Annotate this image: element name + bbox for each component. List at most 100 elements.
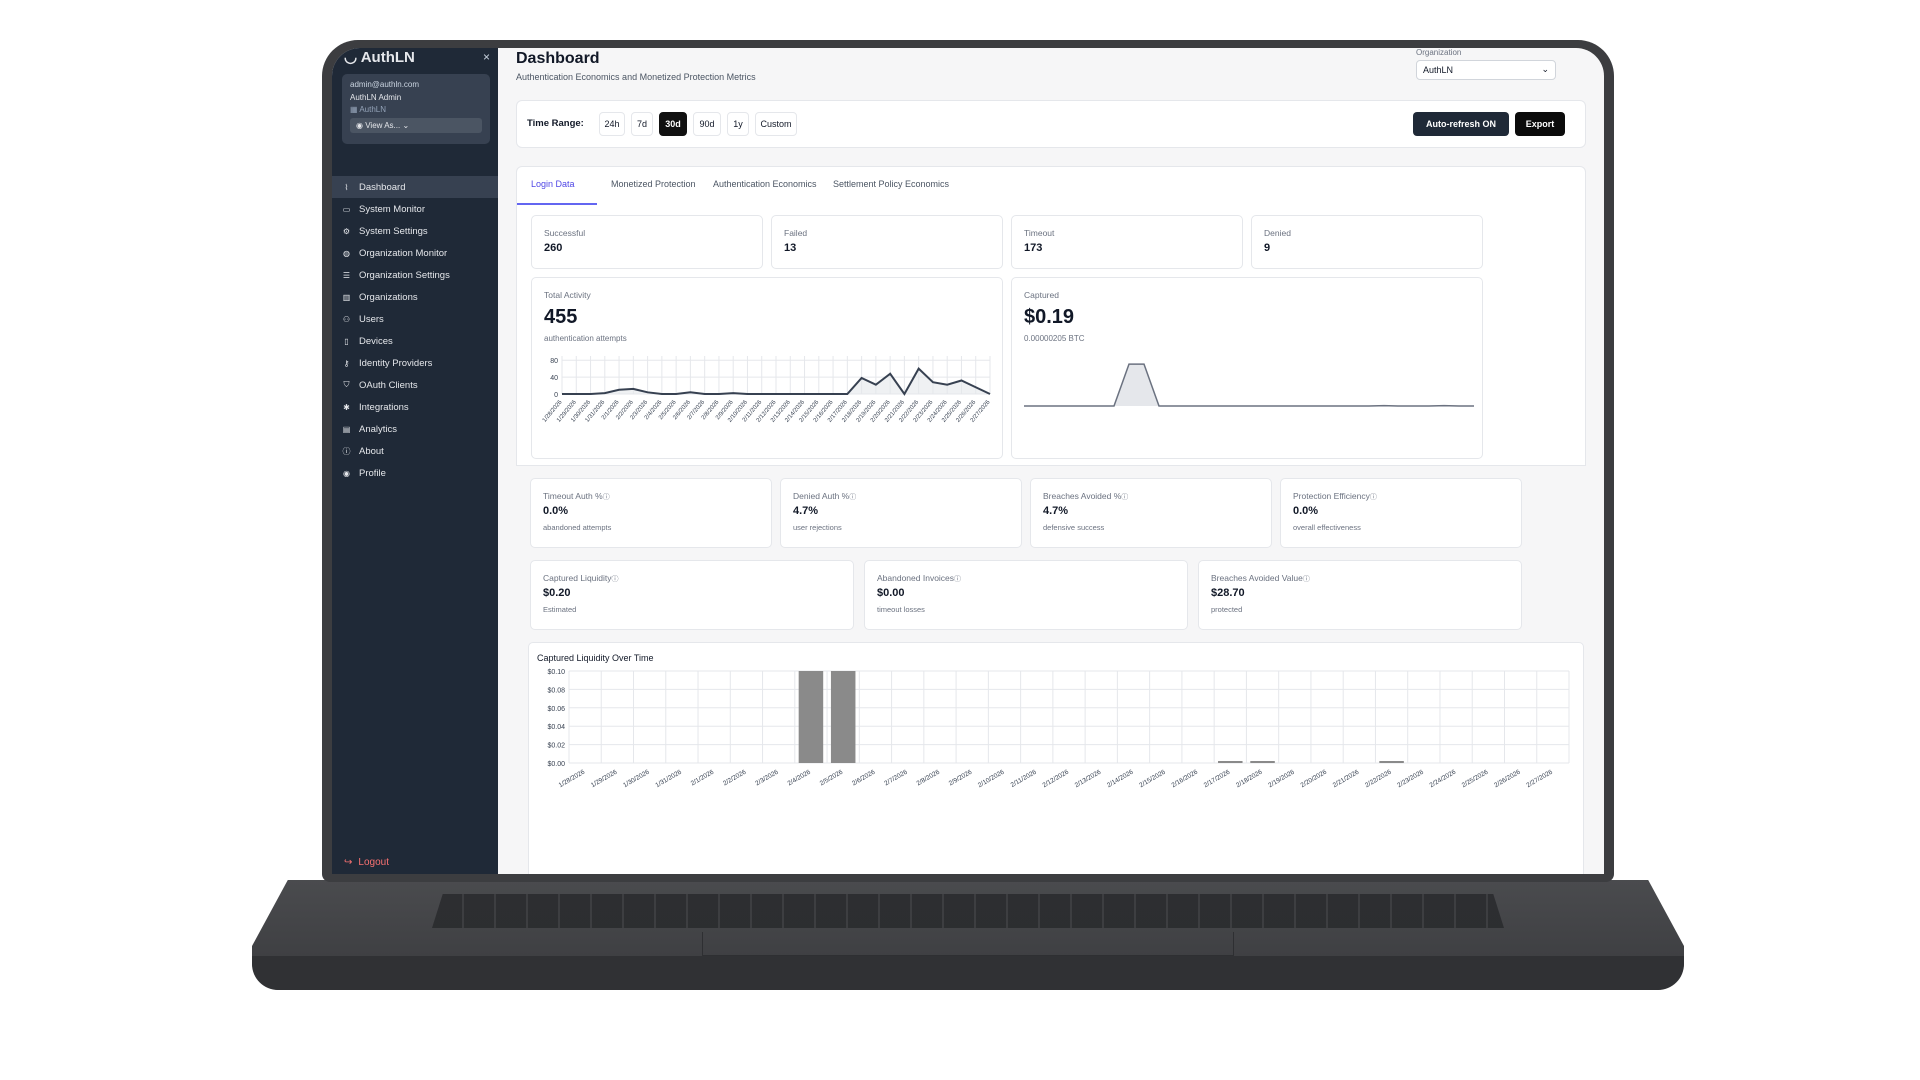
sidebar-item-label: System Settings (359, 225, 428, 237)
sidebar-item-label: Devices (359, 335, 393, 347)
info-icon[interactable]: ⓘ (1369, 494, 1377, 501)
stat-label: Timeout (1024, 228, 1055, 238)
chevron-down-icon: ⌄ (402, 121, 410, 130)
rate-card-protection-efficiency: Protection Efficiencyⓘ 0.0% overall effe… (1280, 478, 1522, 548)
x-tick-label: 2/17/2026 (1203, 768, 1232, 789)
info-icon[interactable]: ⓘ (602, 494, 610, 501)
sidebar-item-label: Analytics (359, 423, 398, 435)
y-tick-label: $0.00 (547, 761, 565, 768)
value-sub: timeout losses (877, 605, 925, 614)
sidebar-item-organizations[interactable]: ▥ Organizations (332, 286, 498, 308)
stat-label: Successful (544, 228, 586, 238)
user-circle-icon: ◉ (343, 468, 350, 478)
tab-authentication-economics[interactable]: Authentication Economics (713, 179, 817, 189)
rate-label-text: Protection Efficiency (1293, 491, 1370, 501)
sidebar-item-system-monitor[interactable]: ▭ System Monitor (332, 198, 498, 220)
sidebar-item-organization-settings[interactable]: ☰ Organization Settings (332, 264, 498, 286)
tab-settlement-policy-economics[interactable]: Settlement Policy Economics (833, 179, 950, 189)
x-tick-label: 2/9/2026 (948, 768, 974, 787)
dashboard-tabs-panel: Login Data Monetized Protection Authenti… (516, 166, 1586, 466)
user-card: admin@authln.com AuthLN Admin ▦ AuthLN ◉… (342, 74, 490, 144)
range-30d-button[interactable]: 30d (659, 112, 687, 136)
time-range-label: Time Range: (527, 118, 584, 129)
info-icon[interactable]: ⓘ (611, 576, 619, 583)
sidebar-item-label: Dashboard (359, 181, 406, 193)
range-custom-button[interactable]: Custom (755, 112, 797, 136)
sidebar-item-users[interactable]: ⚇ Users (332, 308, 498, 330)
time-range-toolbar: Time Range: 24h 7d 30d 90d 1y Custom Aut… (516, 100, 1586, 148)
keyboard (432, 894, 1504, 928)
y-tick-label: $0.02 (547, 743, 565, 750)
sidebar-item-profile[interactable]: ◉ Profile (332, 462, 498, 484)
range-90d-button[interactable]: 90d (693, 112, 721, 136)
bar (1218, 761, 1243, 763)
auto-refresh-button[interactable]: Auto-refresh ON (1413, 112, 1509, 136)
main-content: Dashboard Authentication Economics and M… (498, 48, 1604, 874)
sidebar-item-identity-providers[interactable]: ⚷ Identity Providers (332, 352, 498, 374)
captured-label: Captured (1024, 290, 1059, 300)
x-tick-label: 2/26/2026 (1493, 768, 1522, 789)
range-7d-button[interactable]: 7d (631, 112, 653, 136)
view-as-dropdown[interactable]: ◉ View As... ⌄ (350, 118, 482, 133)
trackpad (702, 932, 1234, 956)
tab-login-data[interactable]: Login Data (531, 179, 575, 189)
user-org-label: AuthLN (359, 105, 387, 114)
close-icon[interactable]: × (482, 50, 490, 64)
export-button[interactable]: Export (1515, 112, 1565, 136)
sidebar-item-organization-monitor[interactable]: ◍ Organization Monitor (332, 242, 498, 264)
info-icon[interactable]: ⓘ (1121, 494, 1129, 501)
bar (1250, 761, 1275, 763)
x-tick-label: 2/11/2026 (1010, 768, 1038, 788)
sidebar-item-analytics[interactable]: ▤ Analytics (332, 418, 498, 440)
sidebar-item-about[interactable]: ⓘ About (332, 440, 498, 462)
organization-select[interactable]: AuthLN ⌄ (1416, 60, 1556, 80)
rate-label-text: Breaches Avoided % (1043, 491, 1122, 501)
stat-card-denied: Denied 9 (1251, 215, 1483, 269)
device-icon: ▯ (344, 336, 349, 346)
key-icon: ⚷ (343, 358, 350, 368)
x-tick-label: 2/15/2026 (1138, 768, 1167, 789)
view-as-label: View As... (365, 121, 401, 130)
rate-label: Timeout Auth %ⓘ (543, 491, 610, 502)
x-tick-label: 2/21/2026 (1332, 768, 1361, 789)
info-icon[interactable]: ⓘ (954, 576, 962, 583)
sidebar-item-devices[interactable]: ▯ Devices (332, 330, 498, 352)
y-tick-label: 80 (550, 358, 558, 365)
captured-line (1024, 363, 1474, 407)
bar (1379, 761, 1404, 763)
sidebar-item-label: Identity Providers (359, 357, 433, 369)
sidebar-item-integrations[interactable]: ✱ Integrations (332, 396, 498, 418)
total-activity-card: Total Activity 455 authentication attemp… (531, 277, 1003, 459)
x-tick-label: 2/6/2026 (851, 768, 877, 787)
info-icon[interactable]: ⓘ (849, 494, 857, 501)
sidebar-item-oauth-clients[interactable]: ⛉ OAuth Clients (332, 374, 498, 396)
range-1y-button[interactable]: 1y (727, 112, 749, 136)
x-tick-label: 2/4/2026 (787, 768, 813, 787)
logout-button[interactable]: ↪ Logout (344, 857, 389, 868)
bar (830, 671, 856, 763)
sidebar-item-label: Organization Settings (359, 269, 450, 281)
sidebar-item-system-settings[interactable]: ⚙ System Settings (332, 220, 498, 242)
x-tick-label: 2/19/2026 (1267, 768, 1296, 789)
tab-monetized-protection[interactable]: Monetized Protection (611, 179, 696, 189)
captured-btc: 0.00000205 BTC (1024, 334, 1085, 343)
x-tick-label: 2/2/2026 (722, 768, 748, 787)
user-org: ▦ AuthLN (350, 105, 387, 114)
sidebar-item-label: Organizations (359, 291, 418, 303)
sidebar-item-label: Integrations (359, 401, 409, 413)
rate-value: 4.7% (1043, 505, 1069, 517)
sidebar-item-dashboard[interactable]: ⌇ Dashboard (332, 176, 498, 198)
brand-logo: ◡ AuthLN (344, 49, 415, 66)
y-tick-label: $0.06 (547, 706, 565, 713)
page-subtitle: Authentication Economics and Monetized P… (516, 72, 756, 82)
organization-value: AuthLN (1423, 65, 1454, 75)
list-settings-icon: ☰ (342, 270, 351, 280)
logout-icon: ↪ (344, 857, 353, 868)
stat-label: Failed (784, 228, 808, 238)
sidebar-item-label: Users (359, 313, 384, 325)
value-amount: $0.20 (543, 587, 571, 599)
stat-label: Denied (1264, 228, 1291, 238)
puzzle-icon: ✱ (343, 402, 350, 412)
info-icon[interactable]: ⓘ (1302, 576, 1310, 583)
range-24h-button[interactable]: 24h (599, 112, 625, 136)
